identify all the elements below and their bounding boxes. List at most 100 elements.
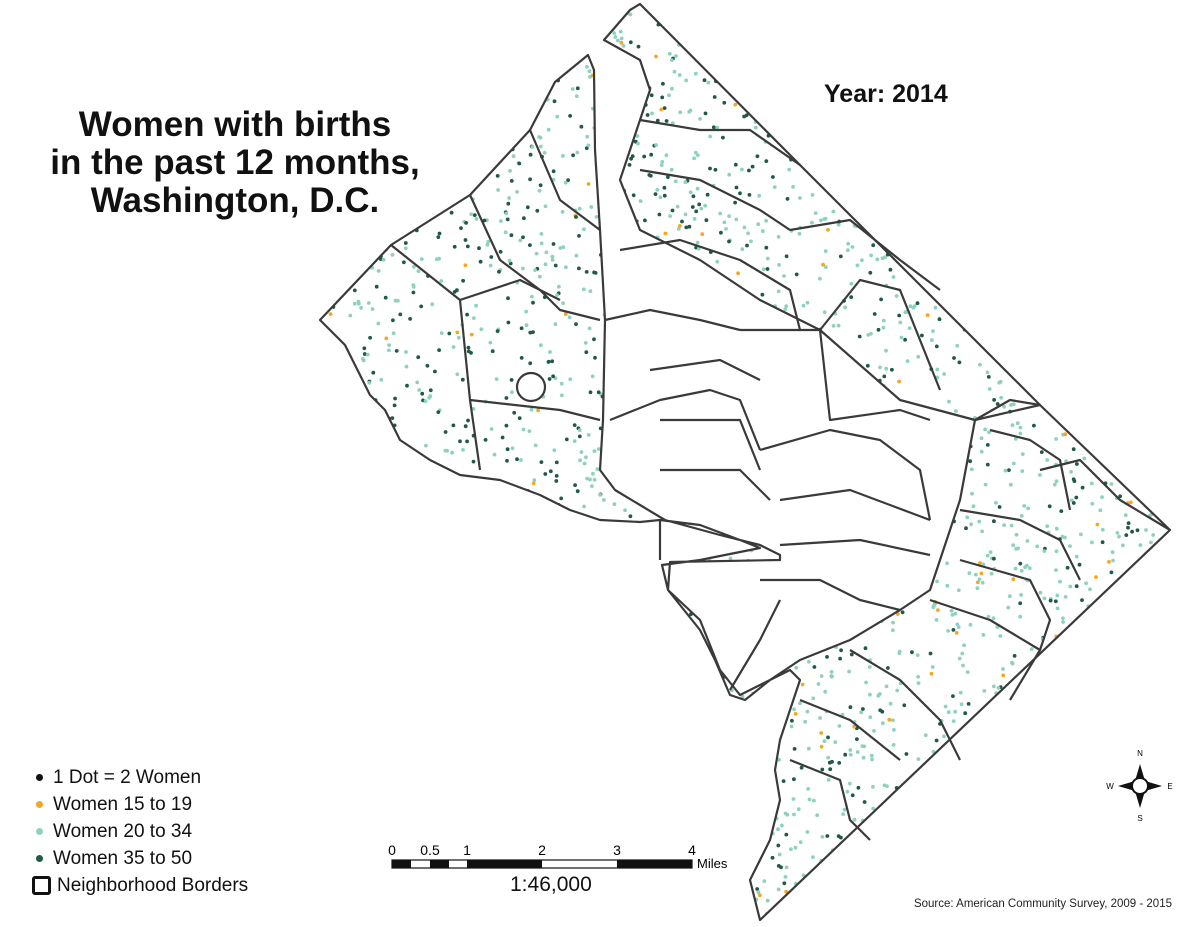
population-dot [800,898,805,902]
population-dot [691,790,695,795]
population-dot [1107,560,1111,564]
population-dot [1158,97,1163,102]
population-dot [657,212,662,217]
population-dot [1083,750,1088,755]
population-dot [499,815,504,820]
population-dot [1049,262,1053,266]
population-dot [724,227,728,231]
population-dot [623,707,628,712]
population-dot [836,627,840,632]
population-dot [345,581,349,585]
population-dot [1129,640,1134,644]
population-dot [574,322,578,326]
population-dot [1082,40,1086,44]
population-dot [700,549,705,554]
population-dot [1113,289,1118,294]
population-dot [320,464,325,469]
population-dot [370,563,374,568]
population-dot [955,134,960,139]
population-dot [539,343,543,348]
population-dot [343,441,348,446]
population-dot [895,25,900,30]
population-dot [759,42,764,46]
population-dot [404,752,409,757]
population-dot [390,45,394,50]
population-dot [905,21,909,26]
population-dot [560,393,564,398]
population-dot [911,845,916,850]
population-dot [462,137,467,142]
population-dot [881,575,886,580]
population-dot [680,545,684,549]
population-dot [376,567,381,572]
scale-ratio: 1:46,000 [510,873,592,896]
population-dot [744,303,749,308]
population-dot [411,285,416,289]
population-dot [703,111,708,116]
population-dot [533,268,537,272]
population-dot [1120,266,1125,271]
population-dot [1121,839,1125,843]
population-dot [524,15,529,20]
population-dot [1019,593,1023,597]
population-dot [570,26,574,31]
population-dot [608,356,612,361]
population-dot [486,239,491,244]
population-dot [807,659,811,664]
population-dot [674,471,679,476]
population-dot [611,823,615,827]
population-dot [771,478,775,483]
population-dot [862,18,867,22]
population-dot [932,140,937,145]
population-dot [509,378,514,382]
population-dot [1067,917,1072,920]
population-dot [1082,81,1087,85]
population-dot [393,589,398,594]
population-dot [884,348,888,353]
population-dot [342,279,347,283]
population-dot [625,593,629,597]
population-dot [1075,778,1079,782]
population-dot [1062,176,1066,180]
population-dot [840,844,845,848]
population-dot [852,10,856,15]
population-dot [530,294,534,299]
population-dot [933,765,938,770]
population-dot [680,635,685,639]
population-dot [774,539,779,544]
population-dot [854,20,858,25]
population-dot [1045,524,1050,528]
population-dot [405,510,409,515]
population-dot [528,152,533,157]
population-dot [995,402,1000,406]
population-dot [1027,880,1032,885]
population-dot [838,656,842,661]
population-dot [816,605,820,610]
population-dot [517,416,522,420]
population-dot [781,397,785,402]
population-dot [554,460,559,465]
population-dot [989,729,994,733]
population-dot [458,696,463,700]
population-dot [1063,668,1068,673]
population-dot [727,214,731,219]
population-dot [1032,423,1036,428]
population-dot [506,320,511,325]
population-dot [323,226,328,231]
population-dot [731,342,735,346]
population-dot [788,443,793,448]
population-dot [963,711,968,716]
population-dot [342,598,347,603]
population-dot [595,23,599,28]
population-dot [583,48,588,53]
population-dot [342,917,347,920]
population-dot [842,807,847,812]
population-dot [974,130,978,135]
population-dot [519,793,524,797]
population-dot [832,4,837,8]
population-dot [450,872,454,876]
population-dot [635,134,640,138]
population-dot [338,24,343,29]
population-dot [1146,748,1151,753]
population-dot [537,684,542,689]
